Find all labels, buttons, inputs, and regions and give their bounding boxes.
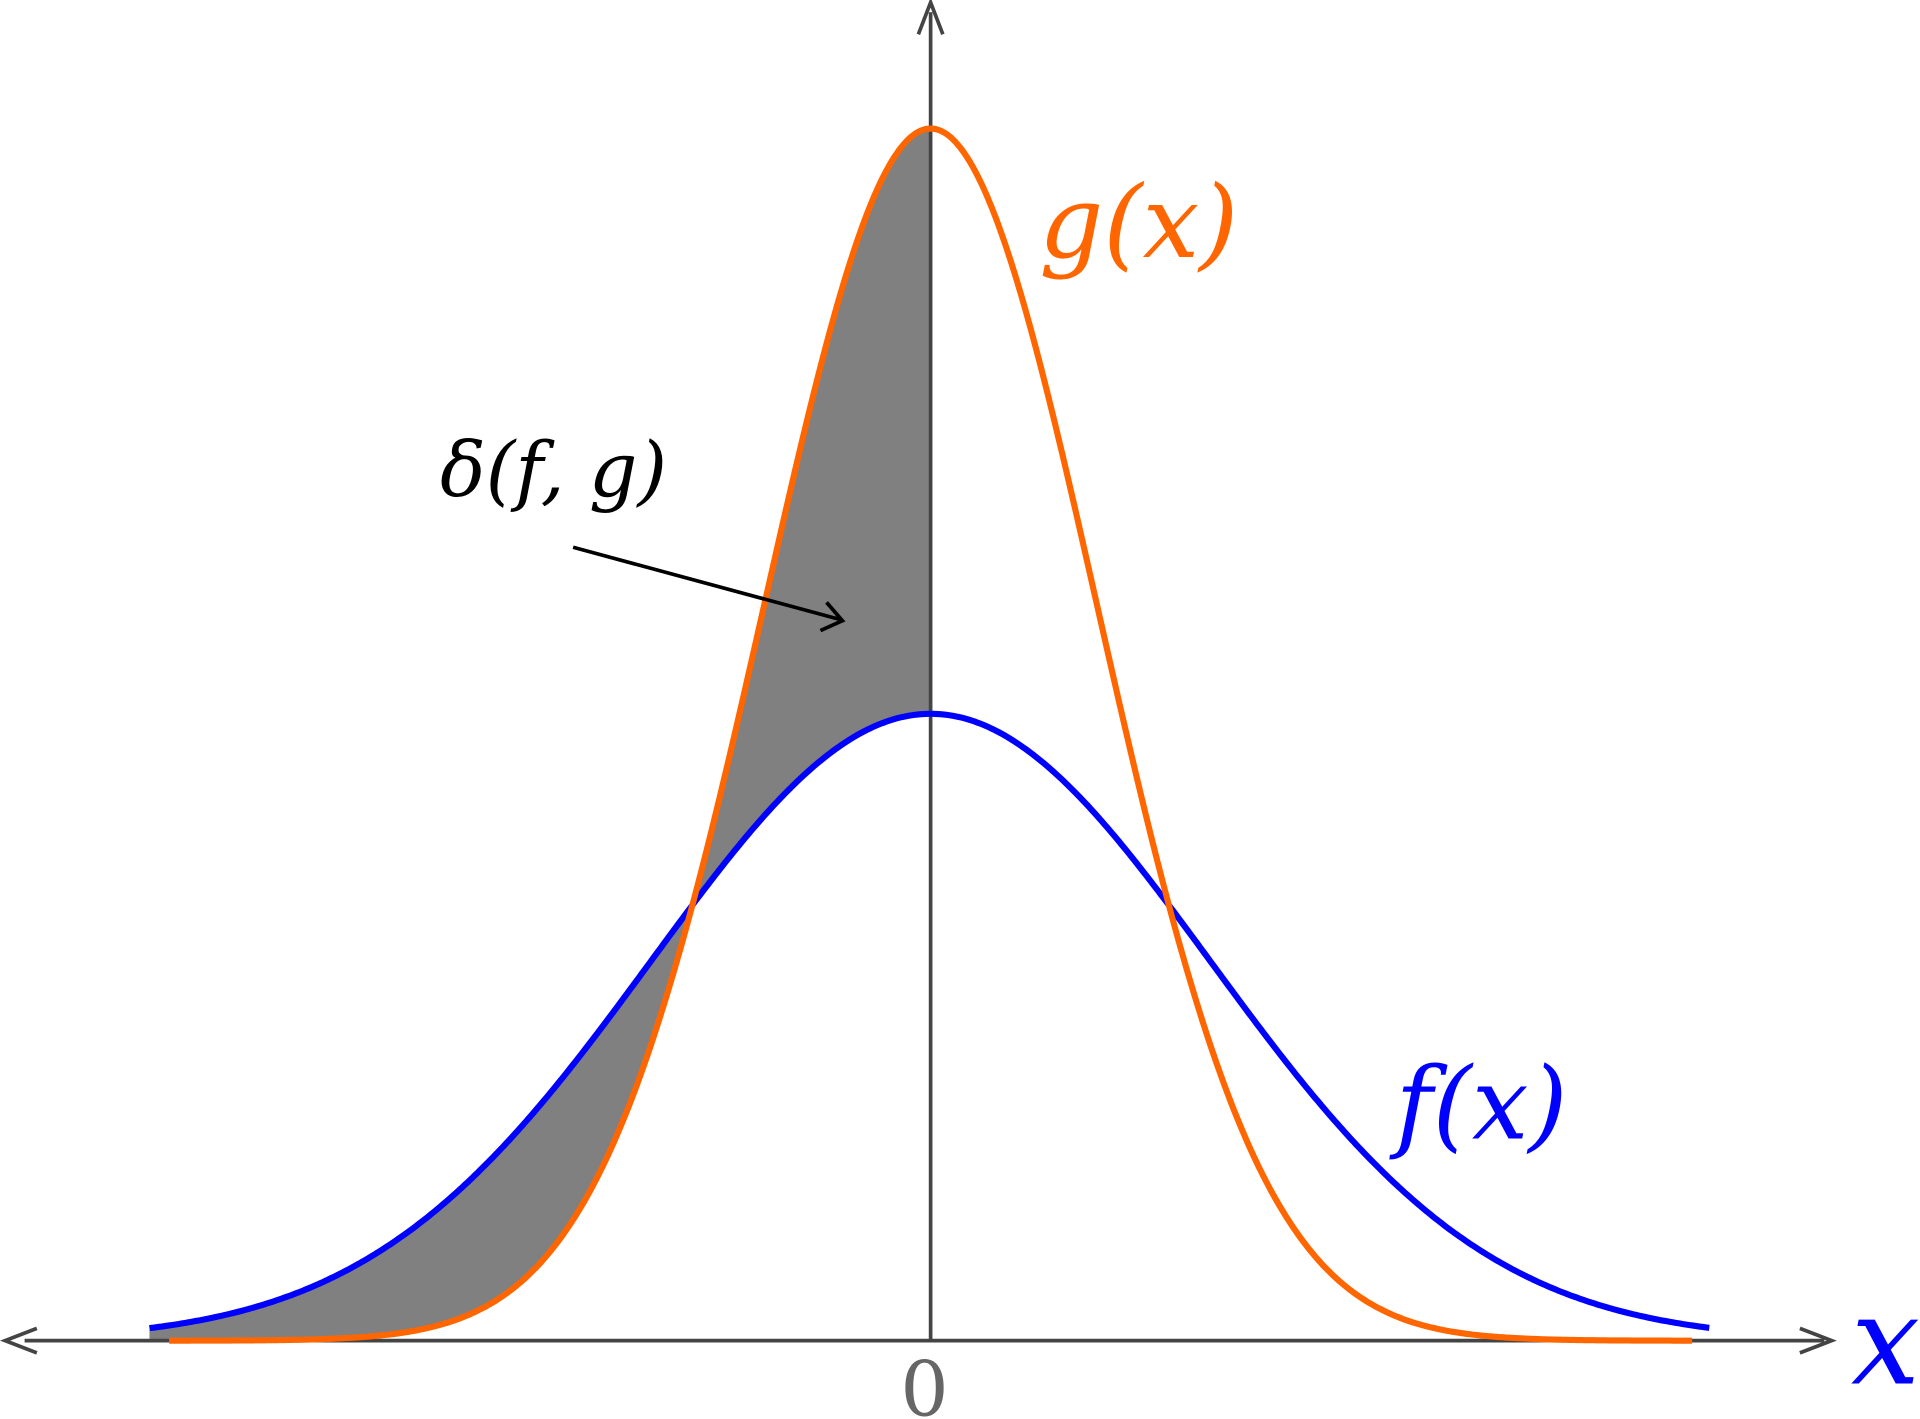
y-axis-arrow (916, 0, 945, 35)
f-label: f(x) (1389, 1046, 1568, 1163)
x-axis-arrows (0, 1326, 1837, 1355)
arrow (572, 545, 841, 622)
g-curve (169, 125, 1693, 1344)
f-curve (149, 710, 1710, 1332)
arrow-head (819, 601, 846, 633)
delta-label: δ(f, g) (440, 426, 667, 514)
origin-label: 0 (900, 1345, 948, 1419)
x-axis-label: x (1851, 1269, 1920, 1412)
g-label: g(x) (1039, 164, 1238, 281)
difference-area (149, 128, 931, 1341)
